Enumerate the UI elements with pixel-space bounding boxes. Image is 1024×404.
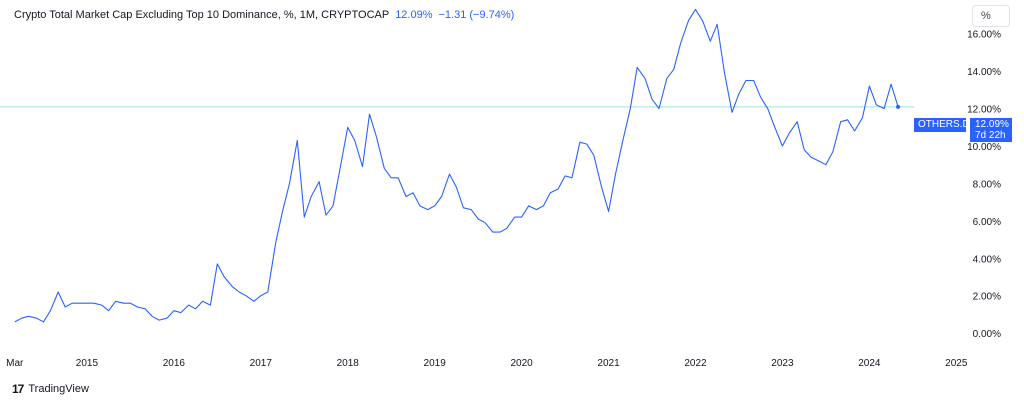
y-tick-label: 8.00% [973,179,1001,190]
last-point-marker [896,104,901,109]
y-tick-label: 2.00% [973,292,1001,303]
y-tick-label: 14.00% [967,67,1001,78]
x-tick-label: Mar [6,358,24,369]
series-layer [14,8,901,323]
y-axis: 0.00% 2.00% 4.00% 6.00% 8.00% 10.00% 12.00% 14.… [967,30,1001,340]
x-tick-label: 2017 [250,358,273,369]
x-tick-label: 2025 [945,358,968,369]
symbol-title: Crypto Total Market Cap Excluding Top 10… [14,9,390,21]
x-tick-label: 2023 [771,358,794,369]
x-tick-label: 2022 [684,358,707,369]
x-tick-label: 2016 [163,358,186,369]
y-tick-label: 0.00% [973,329,1001,340]
symbol-price-badge: OTHERS.D [914,118,970,132]
y-tick-label: 12.00% [967,105,1001,116]
x-axis: Mar 2015 2016 2017 2018 2019 2020 2021 2022 2023 2… [6,358,968,369]
badge-price: 12.09% [975,119,1009,130]
y-tick-label: 6.00% [973,217,1001,228]
last-value: 12.09% [395,9,433,21]
percent-scale-button[interactable]: % [972,5,1010,27]
x-tick-label: 2019 [424,358,447,369]
badge-countdown: 7d 22h [975,130,1006,141]
tradingview-logo-icon: 17 [12,382,24,396]
x-tick-label: 2021 [597,358,620,369]
branding: 17 TradingView [12,382,89,396]
change-value: −1.31 (−9.74%) [438,9,515,21]
y-tick-label: 10.00% [967,142,1001,153]
y-tick-label: 4.00% [973,254,1001,265]
x-tick-label: 2024 [858,358,881,369]
series-line-0 [14,8,899,323]
y-tick-label: 16.00% [967,30,1001,41]
brand-name: TradingView [28,383,89,395]
x-tick-label: 2020 [510,358,533,369]
x-tick-label: 2015 [76,358,99,369]
x-tick-label: 2018 [337,358,360,369]
chart-legend-header: Crypto Total Market Cap Excluding Top 10… [14,9,514,21]
price-value-badge: 12.09% 7d 22h [970,118,1012,142]
